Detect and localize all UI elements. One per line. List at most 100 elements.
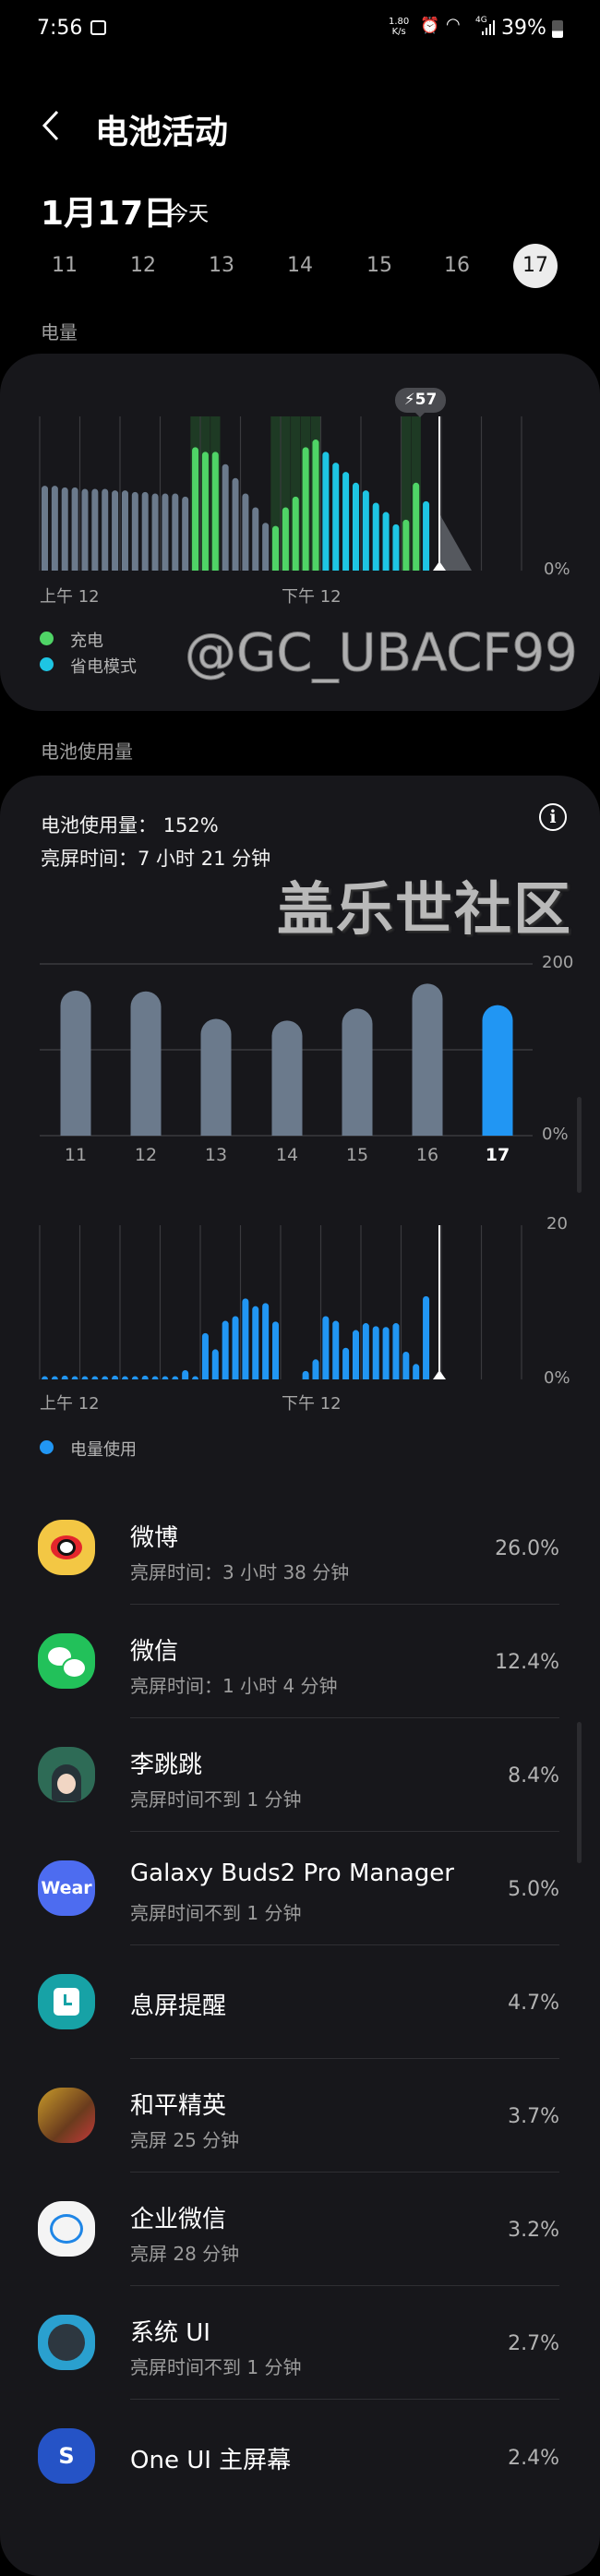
avatar-icon (38, 1747, 95, 1802)
day-17-selected[interactable]: 17 (513, 244, 558, 288)
section-battery-usage: 电池使用量 (41, 740, 133, 763)
app-usage-percent: 2.4% (508, 2447, 559, 2470)
watermark-user: @GC_UBACF99 (185, 623, 579, 683)
day-14[interactable]: 14 (287, 254, 313, 277)
app-list-item[interactable]: 息屏提醒 4.7% (0, 1945, 600, 2059)
app-usage-percent: 3.7% (508, 2105, 559, 2128)
usage-total: 电池使用量： 152% (41, 811, 219, 838)
divider (130, 1603, 559, 1605)
app-screen-time: 亮屏时间不到 1 分钟 (130, 1902, 302, 1924)
x-tick-am12: 上午 12 (40, 1394, 100, 1414)
info-icon[interactable]: i (539, 803, 567, 831)
app-list-item[interactable]: 企业微信 亮屏 28 分钟 3.2% (0, 2173, 600, 2286)
wechat-icon (38, 1633, 95, 1689)
app-screen-time: 亮屏时间：1 小时 4 分钟 (130, 1675, 338, 1697)
current-level-value: 57 (414, 391, 438, 409)
app-usage-percent: 26.0% (495, 1537, 559, 1560)
x-tick-day[interactable]: 17 (485, 1145, 510, 1165)
x-tick-day[interactable]: 15 (345, 1145, 369, 1165)
page-title: 电池活动 (95, 114, 229, 151)
day-12[interactable]: 12 (130, 254, 156, 277)
legend-usage-dot (40, 1440, 54, 1454)
x-tick-day[interactable]: 14 (275, 1145, 299, 1165)
divider (130, 1944, 559, 1945)
app-list-item[interactable]: Wear Galaxy Buds2 Pro Manager 亮屏时间不到 1 分… (0, 1832, 600, 1945)
day-15[interactable]: 15 (366, 254, 392, 277)
wifi-icon: ◠ (446, 15, 461, 34)
x-tick-day[interactable]: 16 (415, 1145, 439, 1165)
day-16[interactable]: 16 (444, 254, 470, 277)
divider (130, 2057, 559, 2059)
app-name: 企业微信 (130, 2206, 227, 2233)
day-11[interactable]: 11 (52, 254, 78, 277)
app-usage-percent: 3.2% (508, 2219, 559, 2242)
current-level-callout: ⚡57 (395, 388, 446, 413)
oneui-home-icon-text: S (58, 2443, 75, 2469)
wear-icon: Wear (38, 1860, 95, 1916)
x-tick-day[interactable]: 13 (204, 1145, 228, 1165)
signal-icon (482, 20, 495, 35)
usage-label: 电池使用量： (41, 814, 157, 837)
app-usage-percent: 2.7% (508, 2332, 559, 2355)
app-list-item[interactable]: S One UI 主屏幕 2.4% (0, 2400, 600, 2513)
list-scrollbar[interactable] (577, 1722, 582, 1863)
net-speed-unit: K/s (391, 27, 406, 37)
legend-charging-dot (40, 632, 54, 645)
date-title: 1月17日 (41, 195, 177, 233)
app-usage-percent: 8.4% (508, 1764, 559, 1788)
x-tick-day[interactable]: 11 (64, 1145, 88, 1165)
gallery-notification-icon (90, 20, 106, 35)
app-name: 和平精英 (130, 2092, 227, 2120)
app-name: 系统 UI (130, 2319, 210, 2347)
usage-value: 152% (162, 814, 219, 837)
date-today-label: 今天 (168, 203, 210, 226)
charging-bolt-icon: ⚡ (403, 391, 415, 409)
app-usage-percent: 4.7% (508, 1992, 559, 2015)
battery-percent: 39% (501, 17, 546, 40)
net-speed-value: 1.80 (389, 17, 410, 27)
app-list-item[interactable]: 和平精英 亮屏 25 分钟 3.7% (0, 2059, 600, 2173)
app-name: 微博 (130, 1524, 179, 1552)
legend-power-saving: 省电模式 (70, 657, 137, 677)
app-screen-time: 亮屏时间不到 1 分钟 (130, 2356, 302, 2378)
divider (130, 1830, 559, 1832)
app-list-item[interactable]: 微博 亮屏时间：3 小时 38 分钟 26.0% (0, 1491, 600, 1605)
divider (130, 2284, 559, 2286)
network-type: 4G (475, 16, 487, 25)
wear-icon-text: Wear (41, 1878, 92, 1898)
scrollbar[interactable] (577, 1097, 582, 1193)
battery-icon (552, 20, 563, 38)
divider (130, 1716, 559, 1718)
status-time: 7:56 (37, 17, 83, 40)
y-tick-20: 20 (546, 1214, 568, 1234)
legend-usage: 电量使用 (70, 1440, 137, 1460)
back-button[interactable] (41, 109, 61, 142)
divider (130, 2398, 559, 2400)
day-13[interactable]: 13 (209, 254, 234, 277)
app-name: Galaxy Buds2 Pro Manager (130, 1860, 454, 1887)
status-bar: 7:56 1.80 K/s ⏰ ◠ 4G 39% (0, 15, 600, 44)
legend-power-saving-dot (40, 657, 54, 671)
game-icon (38, 2088, 95, 2143)
screen-time: 亮屏时间：7 小时 21 分钟 (41, 844, 270, 872)
app-screen-time: 亮屏 25 分钟 (130, 2129, 240, 2151)
x-tick-day[interactable]: 12 (134, 1145, 158, 1165)
x-tick-pm12: 下午 12 (282, 1394, 342, 1414)
app-list-item[interactable]: 李跳跳 亮屏时间不到 1 分钟 8.4% (0, 1718, 600, 1832)
x-tick-pm12: 下午 12 (282, 587, 342, 607)
app-screen-time: 亮屏时间：3 小时 38 分钟 (130, 1561, 350, 1583)
app-usage-percent: 12.4% (495, 1651, 559, 1674)
app-name: 微信 (130, 1638, 179, 1666)
screen-time-value: 7 小时 21 分钟 (138, 848, 271, 870)
x-tick-am12: 上午 12 (40, 587, 100, 607)
app-name: One UI 主屏幕 (130, 2447, 292, 2474)
y-tick-0: 0% (544, 1368, 570, 1388)
app-list-item[interactable]: 微信 亮屏时间：1 小时 4 分钟 12.4% (0, 1605, 600, 1718)
app-list-item[interactable]: 系统 UI 亮屏时间不到 1 分钟 2.7% (0, 2286, 600, 2400)
y-tick-200: 200 (542, 953, 574, 972)
app-screen-time: 亮屏时间不到 1 分钟 (130, 1788, 302, 1811)
wecom-icon (38, 2201, 95, 2257)
app-name: 息屏提醒 (130, 1992, 227, 2020)
app-name: 李跳跳 (130, 1751, 203, 1779)
divider (130, 2171, 559, 2173)
